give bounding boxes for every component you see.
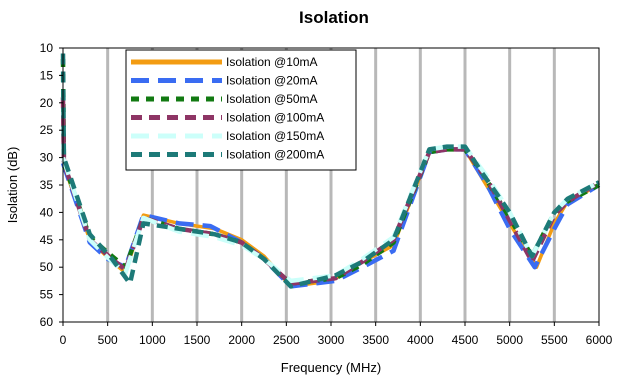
x-tick-label: 3000 bbox=[318, 333, 345, 347]
y-axis-label: Isolation (dB) bbox=[5, 147, 20, 224]
legend-box bbox=[125, 49, 357, 171]
y-tick-label: 60 bbox=[40, 315, 54, 329]
chart-title: Isolation bbox=[299, 8, 369, 27]
legend-label: Isolation @10mA bbox=[226, 55, 318, 69]
legend-label: Isolation @200mA bbox=[226, 148, 324, 162]
y-axis-ticks: 10 15 20 25 30 35 40 45 50 55 60 bbox=[40, 41, 63, 329]
x-tick-label: 6000 bbox=[586, 333, 613, 347]
x-tick-label: 2000 bbox=[228, 333, 255, 347]
y-tick-label: 15 bbox=[40, 68, 54, 82]
legend-label: Isolation @100mA bbox=[226, 111, 324, 125]
x-tick-label: 4500 bbox=[452, 333, 479, 347]
x-tick-label: 5000 bbox=[496, 333, 523, 347]
y-tick-label: 35 bbox=[40, 178, 54, 192]
x-tick-label: 3500 bbox=[362, 333, 389, 347]
series-layer bbox=[60, 53, 601, 289]
y-tick-label: 50 bbox=[40, 260, 54, 274]
legend-label: Isolation @50mA bbox=[226, 92, 318, 106]
x-tick-label: 500 bbox=[98, 333, 118, 347]
y-tick-label: 55 bbox=[40, 288, 54, 302]
series-line bbox=[60, 147, 601, 289]
x-tick-label: 4000 bbox=[407, 333, 434, 347]
x-axis-ticks: 0 500 1000 1500 2000 2500 3000 3500 4000 4500 5000… bbox=[60, 322, 613, 347]
series-line bbox=[60, 53, 601, 289]
y-tick-label: 10 bbox=[40, 41, 54, 55]
legend-label: Isolation @150mA bbox=[226, 129, 324, 143]
x-tick-label: 1500 bbox=[184, 333, 211, 347]
y-tick-label: 25 bbox=[40, 123, 54, 137]
x-tick-label: 1000 bbox=[139, 333, 166, 347]
y-tick-label: 30 bbox=[40, 151, 54, 165]
x-axis-label: Frequency (MHz) bbox=[281, 360, 381, 375]
y-tick-label: 20 bbox=[40, 96, 54, 110]
x-tick-label: 0 bbox=[60, 333, 67, 347]
legend-label: Isolation @20mA bbox=[226, 74, 318, 88]
x-tick-label: 2500 bbox=[273, 333, 300, 347]
x-tick-label: 5500 bbox=[541, 333, 568, 347]
y-tick-label: 45 bbox=[40, 233, 54, 247]
legend: Isolation @10mA Isolation @20mA Isolation … bbox=[125, 49, 357, 171]
y-tick-label: 40 bbox=[40, 205, 54, 219]
series-line bbox=[60, 97, 601, 286]
